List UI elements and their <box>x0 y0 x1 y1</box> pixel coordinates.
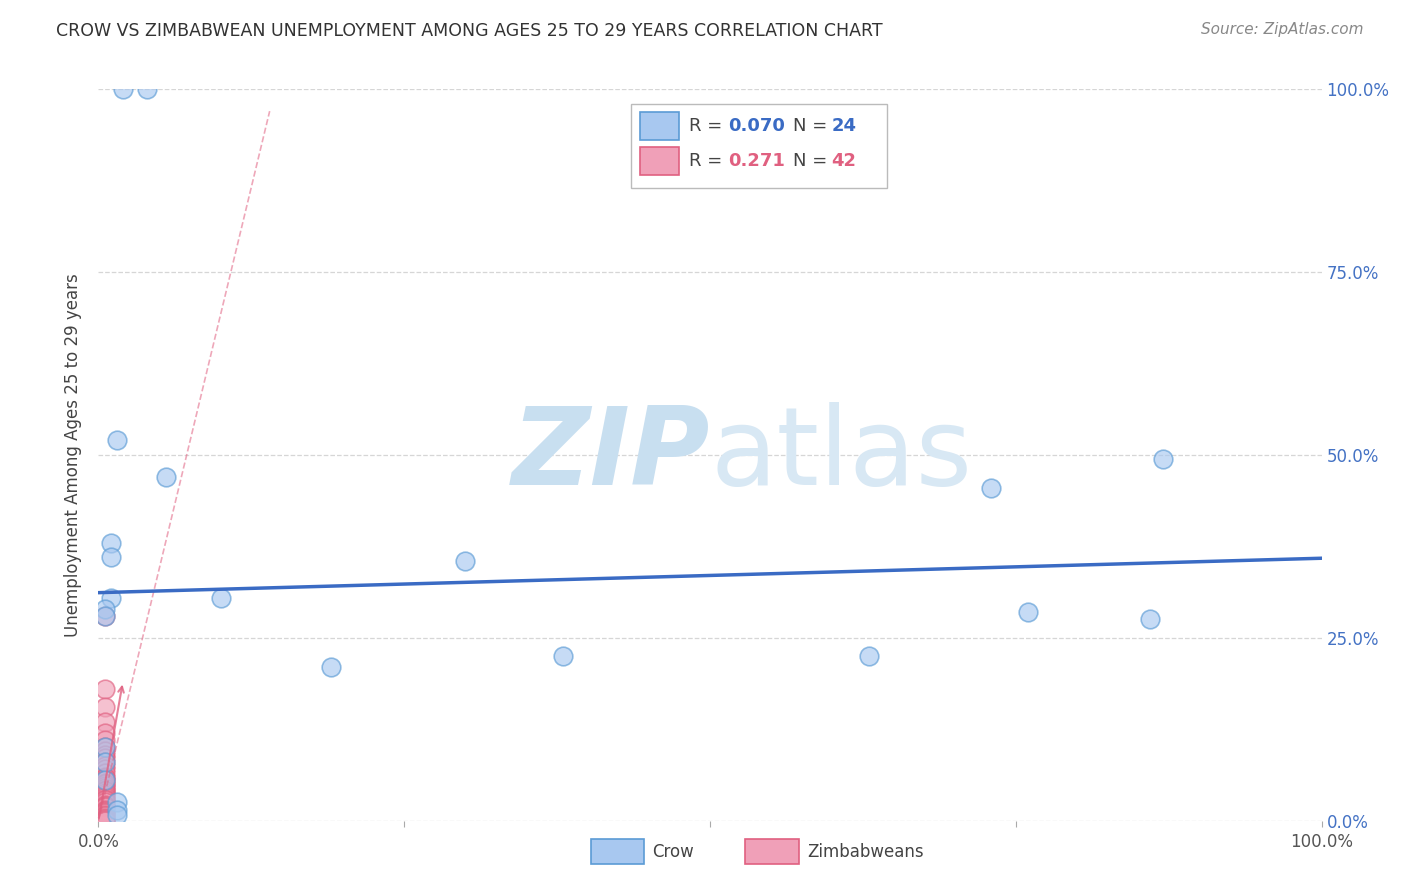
FancyBboxPatch shape <box>640 112 679 140</box>
Point <box>93 726 115 740</box>
Point <box>93 809 115 823</box>
Point <box>93 811 115 825</box>
Point <box>93 793 115 807</box>
Point <box>93 755 115 769</box>
Point <box>93 814 115 828</box>
Text: ZIP: ZIP <box>512 402 710 508</box>
Point <box>93 812 115 826</box>
Point <box>93 771 115 785</box>
Text: 24: 24 <box>831 117 856 135</box>
Point <box>93 804 115 818</box>
Point <box>319 660 342 674</box>
Point <box>105 807 128 822</box>
Point <box>93 803 115 817</box>
Point <box>93 758 115 772</box>
Point <box>93 796 115 810</box>
Point <box>93 740 115 755</box>
Point <box>93 797 115 812</box>
Point <box>93 608 115 623</box>
Point <box>93 601 115 615</box>
Point <box>93 806 115 821</box>
Text: atlas: atlas <box>710 402 972 508</box>
Point <box>93 747 115 762</box>
Y-axis label: Unemployment Among Ages 25 to 29 years: Unemployment Among Ages 25 to 29 years <box>65 273 83 637</box>
Point <box>980 481 1002 495</box>
Point <box>93 805 115 819</box>
Point <box>105 803 128 817</box>
Point <box>100 550 122 565</box>
Point <box>93 773 115 788</box>
Point <box>1139 613 1161 627</box>
Text: Zimbabweans: Zimbabweans <box>807 843 924 861</box>
Text: N =: N = <box>793 152 834 169</box>
Point <box>136 82 159 96</box>
Point <box>93 780 115 795</box>
Point <box>93 775 115 789</box>
Point <box>1152 451 1174 466</box>
Text: Source: ZipAtlas.com: Source: ZipAtlas.com <box>1201 22 1364 37</box>
Point <box>209 591 232 605</box>
Point <box>93 779 115 793</box>
Point <box>858 649 880 664</box>
Point <box>100 535 122 549</box>
Point <box>155 470 177 484</box>
Point <box>93 791 115 805</box>
Point <box>105 796 128 810</box>
Text: Crow: Crow <box>652 843 695 861</box>
Point <box>100 591 122 605</box>
Text: R =: R = <box>689 117 728 135</box>
Point <box>93 777 115 791</box>
Text: 0.070: 0.070 <box>728 117 786 135</box>
FancyBboxPatch shape <box>640 147 679 175</box>
Point <box>553 649 575 664</box>
Point <box>93 784 115 798</box>
Point <box>111 82 134 96</box>
Text: CROW VS ZIMBABWEAN UNEMPLOYMENT AMONG AGES 25 TO 29 YEARS CORRELATION CHART: CROW VS ZIMBABWEAN UNEMPLOYMENT AMONG AG… <box>56 22 883 40</box>
Point <box>93 714 115 729</box>
Point <box>93 773 115 788</box>
Text: R =: R = <box>689 152 728 169</box>
Point <box>93 681 115 696</box>
Point <box>93 763 115 777</box>
Text: N =: N = <box>793 117 834 135</box>
Text: 42: 42 <box>831 152 856 169</box>
Point <box>93 700 115 714</box>
Point <box>454 554 477 568</box>
Point <box>93 783 115 797</box>
Point <box>93 800 115 814</box>
Point <box>93 740 115 755</box>
Point <box>105 434 128 448</box>
Point <box>93 608 115 623</box>
Point <box>93 790 115 805</box>
Point <box>93 751 115 765</box>
Point <box>93 799 115 814</box>
Point <box>93 807 115 822</box>
Point <box>93 766 115 780</box>
Point <box>93 733 115 747</box>
Point <box>93 770 115 784</box>
Point <box>93 813 115 827</box>
Point <box>93 755 115 769</box>
Text: 0.271: 0.271 <box>728 152 786 169</box>
Point <box>93 788 115 802</box>
Point <box>93 786 115 800</box>
Point <box>1017 605 1039 619</box>
Point <box>93 744 115 758</box>
FancyBboxPatch shape <box>630 103 887 188</box>
